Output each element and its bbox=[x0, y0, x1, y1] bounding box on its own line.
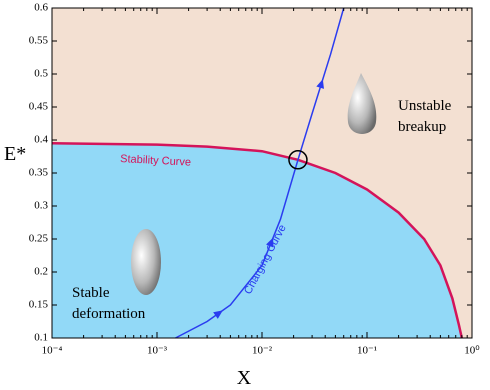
arrow-head bbox=[266, 237, 274, 248]
x-tick-label: 10⁻³ bbox=[147, 345, 168, 357]
arrow-head bbox=[213, 310, 223, 319]
y-tick-label: 0.1 bbox=[34, 332, 48, 344]
intersection-marker bbox=[288, 150, 308, 170]
y-tick-label: 0.55 bbox=[29, 35, 49, 47]
y-tick-label: 0.35 bbox=[29, 167, 49, 179]
region-label: Stable bbox=[72, 285, 110, 301]
x-tick-label: 10⁻⁴ bbox=[42, 345, 63, 357]
curve-line bbox=[51, 142, 464, 339]
y-tick-label: 0.15 bbox=[29, 299, 49, 311]
y-axis-label: E* bbox=[4, 143, 26, 165]
droplet-icon bbox=[347, 73, 377, 134]
curve-label: Stability Curve bbox=[120, 153, 191, 169]
arrow-head bbox=[316, 79, 324, 89]
x-axis-label: X bbox=[237, 367, 252, 389]
y-tick-label: 0.4 bbox=[34, 134, 48, 146]
x-tick-label: 10⁻² bbox=[252, 345, 273, 357]
region-label: deformation bbox=[72, 306, 146, 322]
y-tick-label: 0.2 bbox=[34, 266, 48, 278]
x-tick-label: 10⁻¹ bbox=[357, 345, 377, 357]
y-tick-label: 0.45 bbox=[29, 101, 49, 113]
region-label: breakup bbox=[398, 119, 446, 135]
x-tick-label: 10⁰ bbox=[464, 345, 480, 357]
stable-region bbox=[52, 143, 462, 338]
y-tick-label: 0.25 bbox=[29, 233, 49, 245]
y-tick-label: 0.5 bbox=[34, 68, 48, 80]
y-tick-label: 0.6 bbox=[34, 2, 48, 14]
region-label: Unstable bbox=[398, 98, 452, 114]
droplet-icon bbox=[131, 229, 161, 295]
curve-line bbox=[175, 7, 345, 339]
y-tick-label: 0.3 bbox=[34, 200, 48, 212]
